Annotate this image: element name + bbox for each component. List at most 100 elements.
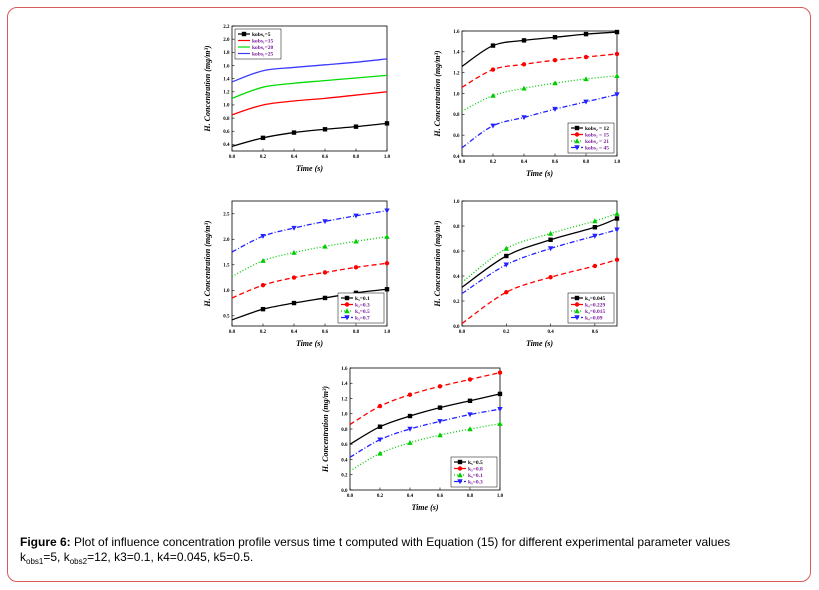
series-2 xyxy=(231,261,390,299)
data-point xyxy=(521,62,527,67)
data-point xyxy=(377,450,383,456)
series-4 xyxy=(349,406,503,458)
y-tick-label: 0.8 xyxy=(453,113,460,118)
x-tick-label: 0.8 xyxy=(467,494,474,499)
series-line xyxy=(231,262,388,299)
data-point xyxy=(614,29,620,35)
data-point xyxy=(467,377,473,382)
data-point xyxy=(322,127,328,132)
caption-k2-sub: obs2 xyxy=(69,557,88,566)
y-axis-title: H. Concentration (mg/m³) xyxy=(203,45,212,133)
data-point xyxy=(407,413,413,419)
x-tick-label: 0.2 xyxy=(377,494,384,499)
series-line xyxy=(231,122,388,148)
x-tick-label: 0.0 xyxy=(459,160,466,165)
caption-label: Figure 6: xyxy=(20,535,71,549)
x-axis-title: Time (s) xyxy=(296,339,323,348)
data-point xyxy=(552,35,558,40)
chart-panel-b: 0.0 0.2 0.4 0.6 0.8 1.0 0.4 0.6 0.8 1.0 1.2 1.4 1.6 T… xyxy=(430,25,625,190)
series-3 xyxy=(231,74,388,99)
data-point xyxy=(583,99,589,105)
data-point xyxy=(490,92,496,98)
data-point xyxy=(521,38,527,43)
series-3 xyxy=(231,234,390,278)
y-tick-label: 0.4 xyxy=(341,458,348,463)
legend-label: kobs₁=5 xyxy=(252,32,271,38)
x-tick-label: 0.0 xyxy=(229,330,236,335)
data-point xyxy=(490,43,496,48)
y-tick-label: 0.8 xyxy=(341,428,348,433)
data-point xyxy=(497,391,503,397)
y-tick-label: 1.0 xyxy=(223,104,230,109)
y-tick-label: 0.4 xyxy=(453,275,460,280)
chart-b-svg: 0.0 0.2 0.4 0.6 0.8 1.0 0.4 0.6 0.8 1.0 1.2 1.4 1.6 T… xyxy=(433,29,621,178)
legend-marker xyxy=(457,472,463,478)
legend: k₃=0.1k₃=0.3k₃=0.5k₃=0.7 xyxy=(337,292,385,324)
chart-d-svg: 0.0 0.2 0.4 0.6 0.0 0.2 0.4 0.6 0.8 1.0 Time (s) H.… xyxy=(433,200,620,348)
series-4 xyxy=(461,92,620,149)
chart-c-svg: 0.0 0.2 0.4 0.6 0.8 1.0 0.5 1.0 1.5 2.0 2.5 Time (s… xyxy=(203,200,391,348)
series-4 xyxy=(231,58,388,83)
x-tick-label: 0.0 xyxy=(229,155,236,160)
data-point xyxy=(614,257,620,262)
series-line xyxy=(349,371,501,425)
y-tick-label: 0.0 xyxy=(453,325,460,330)
legend-label: kobs₁=25 xyxy=(252,52,274,58)
data-point xyxy=(377,437,383,443)
series-line xyxy=(231,236,388,278)
y-tick-label: 1.4 xyxy=(223,77,230,82)
y-tick-label: 2.0 xyxy=(223,38,230,43)
y-axis-title: H. Concentration (mg/m³) xyxy=(321,386,330,474)
data-point xyxy=(592,225,598,230)
data-point xyxy=(552,80,558,86)
data-point xyxy=(260,257,266,263)
legend-marker xyxy=(574,125,580,131)
series-line xyxy=(231,58,388,83)
data-point xyxy=(497,420,503,426)
x-tick-label: 1.0 xyxy=(614,160,621,165)
data-point xyxy=(353,124,359,129)
series-2 xyxy=(461,257,620,325)
data-point xyxy=(552,106,558,112)
y-tick-label: 0.0 xyxy=(341,489,348,494)
data-point xyxy=(437,419,443,425)
y-axis-title: H. Concentration (mg/m³) xyxy=(203,220,212,308)
y-tick-label: 1.0 xyxy=(453,92,460,97)
legend-label: k₅=0.3 xyxy=(468,480,483,486)
series-3 xyxy=(461,73,620,112)
data-point xyxy=(614,92,620,98)
y-tick-label: 1.0 xyxy=(223,289,230,294)
data-point xyxy=(377,424,383,429)
legend: k₅=0.5k₅=0.8k₅=0.1k₅=0.3 xyxy=(450,456,498,488)
legend-label: kobs₁=20 xyxy=(252,45,274,51)
data-point xyxy=(322,243,328,249)
series-line xyxy=(231,74,388,99)
legend-label: kobs₂ = 12 xyxy=(585,126,609,132)
y-axis-title: H. Concentration (mg/m³) xyxy=(433,50,442,138)
data-point xyxy=(614,51,620,57)
x-tick-label: 0.0 xyxy=(347,494,354,499)
x-axis-title: Time (s) xyxy=(296,164,323,173)
data-point xyxy=(291,300,297,306)
y-tick-label: 0.4 xyxy=(453,155,460,160)
data-point xyxy=(552,57,558,63)
x-tick-label: 0.4 xyxy=(291,330,298,335)
series-line xyxy=(461,259,618,325)
legend-marker xyxy=(574,295,580,301)
data-point xyxy=(260,135,266,141)
legend-label: k₄=0.09 xyxy=(585,316,603,322)
x-tick-label: 0.6 xyxy=(437,494,444,499)
series-1 xyxy=(349,391,503,445)
series-line xyxy=(231,288,388,321)
y-tick-label: 1.8 xyxy=(223,51,230,56)
series-line xyxy=(461,212,618,283)
caption-k1-sub: obs1 xyxy=(26,557,44,566)
series-line xyxy=(461,229,618,295)
y-tick-label: 2.0 xyxy=(223,238,230,243)
series-3 xyxy=(349,420,503,472)
legend-label: kobs₁=15 xyxy=(252,39,274,45)
data-point xyxy=(614,227,620,233)
legend-label: k₅=0.5 xyxy=(468,460,483,466)
x-tick-label: 0.6 xyxy=(322,155,329,160)
data-point xyxy=(490,123,496,129)
